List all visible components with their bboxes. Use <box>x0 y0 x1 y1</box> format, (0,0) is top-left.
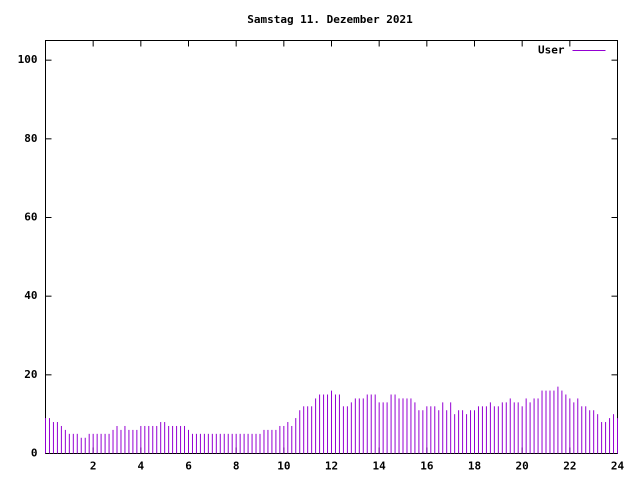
legend-label: User <box>538 44 565 57</box>
y-tick-label: 40 <box>24 289 37 302</box>
y-tick-label: 100 <box>18 53 38 66</box>
x-tick-label: 12 <box>325 460 338 473</box>
x-tick-label: 10 <box>277 460 290 473</box>
x-tick-label: 16 <box>420 460 434 473</box>
chart-title: Samstag 11. Dezember 2021 <box>247 13 413 26</box>
x-tick-label: 4 <box>138 460 145 473</box>
x-tick-label: 2 <box>90 460 97 473</box>
x-tick-label: 24 <box>611 460 625 473</box>
x-tick-label: 18 <box>468 460 481 473</box>
x-tick-label: 20 <box>516 460 529 473</box>
y-tick-label: 80 <box>24 132 37 145</box>
x-tick-label: 8 <box>233 460 240 473</box>
y-tick-label: 20 <box>24 368 37 381</box>
x-tick-label: 22 <box>563 460 576 473</box>
x-tick-label: 14 <box>373 460 387 473</box>
y-tick-label: 60 <box>24 211 37 224</box>
x-tick-label: 6 <box>185 460 192 473</box>
y-tick-label: 0 <box>31 447 38 460</box>
